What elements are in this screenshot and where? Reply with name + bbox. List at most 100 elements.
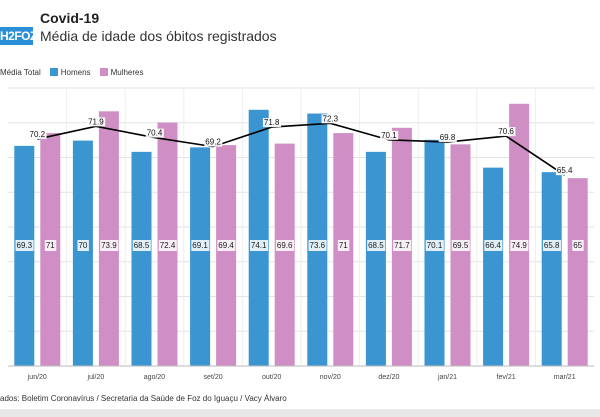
x-tick-label: jul/20 [87,374,105,381]
legend: Média Total Homens Mulheres [0,66,152,78]
data-label-media-total: 65.4 [557,166,573,175]
data-label-background [132,240,151,251]
data-label-homens: 66.4 [485,241,501,250]
x-tick-label: mar/21 [554,374,576,381]
data-label-homens: 65.8 [544,241,560,250]
bar-mulheres [450,144,471,366]
legend-label-homens: Homens [60,67,91,77]
chart-title: Covid-19 [40,10,100,26]
data-label-background [321,114,340,124]
bar-homens [483,167,504,366]
data-label-background [367,240,386,251]
x-tick-label: fev/21 [497,374,516,381]
data-label-homens: 74.1 [251,241,267,250]
data-label-mulheres: 69.4 [218,241,234,250]
data-label-media-total: 72.3 [323,114,339,123]
legend-label-media-total: Média Total [0,67,41,77]
data-label-homens: 68.5 [368,241,384,250]
data-label-media-total: 70.2 [30,130,46,139]
data-label-background [497,127,516,137]
data-label-background [510,240,529,251]
x-tick-label: set/20 [204,374,223,381]
x-tick-label: dez/20 [378,374,399,381]
data-label-background [484,240,503,251]
data-label-mulheres: 69.6 [277,241,293,250]
data-label-background [87,117,106,127]
legend-item-homens[interactable]: Homens [49,67,91,77]
bar-homens [424,139,445,366]
x-tick-label: jan/21 [437,374,457,381]
data-label-background [308,240,327,251]
data-label-homens: 68.5 [134,241,150,250]
data-label-media-total: 70.1 [381,131,397,140]
data-label-homens: 73.6 [310,241,326,250]
data-label-mulheres: 71 [46,241,55,250]
legend-swatch-homens [49,68,58,76]
data-label-media-total: 71.9 [88,117,104,126]
data-label-background [438,133,457,143]
x-tick-label: out/20 [262,374,282,381]
data-label-background [542,240,562,251]
data-label-mulheres: 71 [339,241,348,250]
data-label-homens: 69.1 [192,241,208,250]
x-tick-label: nov/20 [320,374,341,381]
data-label-background [380,130,399,140]
bar-mulheres [98,111,119,366]
data-label-background [77,240,89,251]
data-label-media-total: 70.6 [498,127,514,136]
data-label-background [555,166,575,176]
data-label-media-total: 71.8 [264,118,280,127]
x-tick-label: jun/20 [27,374,47,381]
bar-mulheres [274,143,295,366]
data-label-background [451,240,470,251]
data-label-background [15,240,34,251]
bar-mulheres [567,178,588,366]
bar-homens [365,151,386,366]
data-label-background [158,240,177,251]
data-label-background [337,240,350,251]
data-label-mulheres: 65 [573,241,582,250]
data-label-mulheres: 69.5 [453,241,469,250]
data-label-mulheres: 74.9 [511,241,527,250]
x-tick-label: ago/20 [144,374,166,381]
line-media-total [37,122,566,176]
legend-item-media-total[interactable]: Média Total [0,68,41,77]
data-label-background [217,240,236,251]
legend-item-mulheres[interactable]: Mulheres [99,67,144,77]
data-label-media-total: 70.4 [147,129,163,138]
bar-homens [248,109,269,367]
bar-homens [541,172,562,366]
data-label-mulheres: 71.7 [394,241,410,250]
data-label-background [425,240,444,251]
bar-homens [307,113,328,366]
data-label-background [393,240,412,251]
bar-mulheres [216,145,237,366]
footer-bar [0,409,600,417]
data-label-mulheres: 72.4 [160,241,176,250]
chart-subtitle: Média de idade dos óbitos registrados [40,28,277,44]
data-label-media-total: 69.8 [440,133,456,142]
bar-homens [131,151,152,366]
data-label-homens: 69.3 [17,241,33,250]
data-label-background [204,137,223,147]
data-label-mulheres: 73.9 [101,241,117,250]
data-label-background [145,128,164,138]
bar-mulheres [509,103,530,366]
data-label-background [262,118,282,128]
data-label-background [44,240,57,251]
data-label-background [572,240,584,251]
legend-label-mulheres: Mulheres [110,67,144,77]
brand-logo: H2FOZ [0,27,37,45]
data-label-background [28,130,47,140]
data-label-homens: 70.1 [427,241,443,250]
bar-homens [14,145,35,366]
bar-homens [190,147,211,366]
data-label-background [100,240,119,251]
bar-homens [72,140,93,366]
legend-swatch-mulheres [99,68,108,76]
data-label-media-total: 69.2 [205,138,221,147]
data-label-background [249,240,269,251]
data-label-homens: 70 [78,241,87,250]
data-label-background [275,240,295,251]
